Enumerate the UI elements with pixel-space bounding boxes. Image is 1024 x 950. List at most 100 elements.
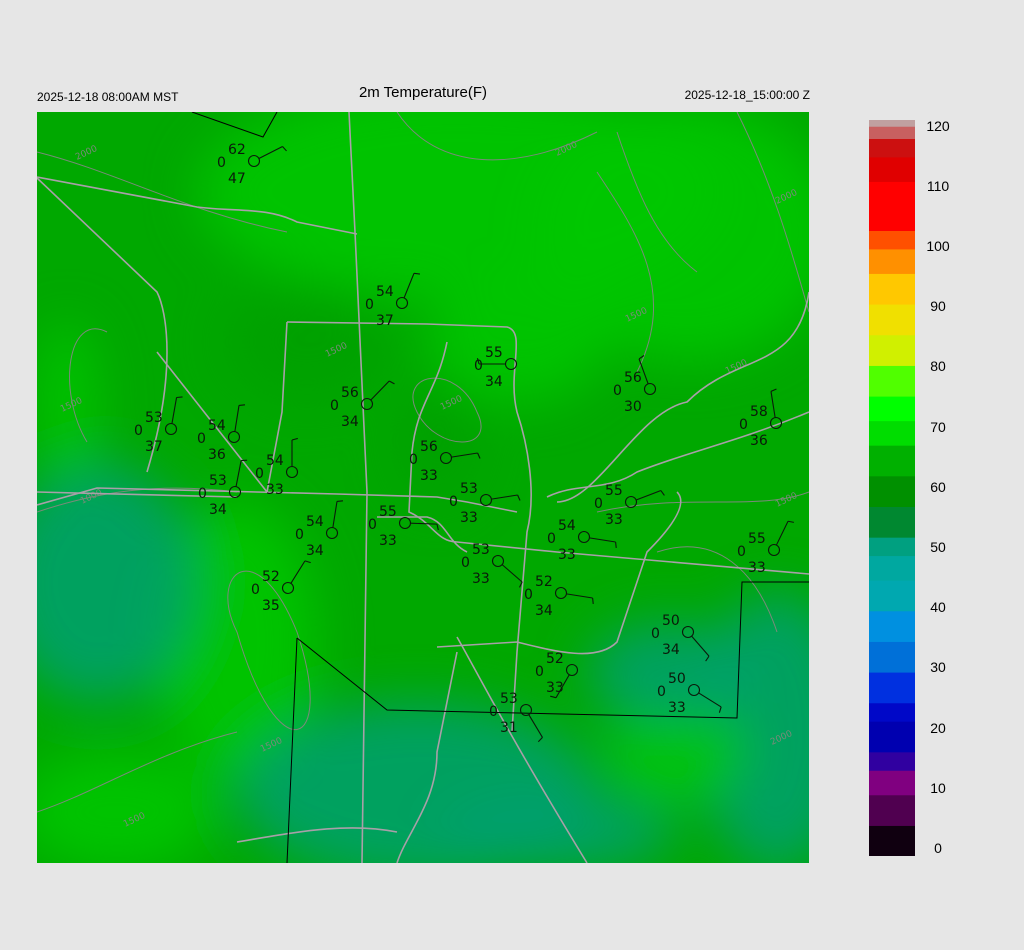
colorbar-band	[869, 696, 915, 704]
colorbar-band	[869, 475, 915, 483]
colorbar-band	[869, 469, 915, 477]
colorbar-band	[869, 212, 915, 219]
colorbar-band	[869, 150, 915, 158]
colorbar-band	[869, 175, 915, 182]
colorbar-band	[869, 622, 915, 630]
colorbar-band	[869, 530, 915, 538]
colorbar-band	[869, 714, 915, 722]
station-circle-icon	[565, 663, 579, 677]
colorbar-band	[869, 500, 915, 507]
wind-barb-icon	[258, 145, 283, 159]
road	[348, 112, 368, 863]
wind-barb-flag-icon	[176, 396, 183, 399]
colorbar-band	[869, 702, 915, 710]
road	[37, 487, 518, 513]
station-dewpoint: 33	[668, 700, 686, 716]
wind-barb-flag-icon	[238, 404, 246, 406]
colorbar-band	[869, 481, 915, 489]
road	[408, 341, 809, 575]
colorbar-band	[869, 843, 915, 851]
colorbar-band	[869, 825, 915, 833]
station-sky-cover: 0	[524, 587, 533, 603]
station-temperature: 52	[262, 569, 280, 585]
station-dewpoint: 30	[624, 399, 642, 415]
station-dewpoint: 34	[535, 603, 553, 619]
colorbar-band	[869, 273, 915, 281]
colorbar-band	[869, 187, 915, 195]
wind-barb-icon	[638, 358, 649, 385]
colorbar-tick-label: 70	[930, 418, 946, 435]
colorbar-band	[869, 586, 915, 593]
colorbar-band	[869, 806, 915, 814]
station-temperature: 58	[750, 404, 768, 420]
colorbar-band	[869, 494, 915, 501]
station-temperature: 62	[228, 142, 246, 158]
temperature-region	[37, 462, 197, 702]
station-dewpoint: 33	[472, 571, 490, 587]
colorbar-band	[869, 690, 915, 698]
station-sky-cover: 0	[594, 496, 603, 512]
wind-barb-flag-icon	[638, 355, 645, 360]
colorbar-band	[869, 524, 915, 532]
road	[37, 491, 238, 498]
station-sky-cover: 0	[330, 398, 339, 414]
colorbar-band	[869, 733, 915, 741]
colorbar-band	[869, 580, 915, 587]
station-circle-icon	[769, 416, 783, 430]
colorbar-band	[869, 199, 915, 207]
colorbar-band	[869, 684, 915, 691]
colorbar-band	[869, 224, 915, 231]
colorbar-band	[869, 328, 915, 336]
colorbar-band	[869, 304, 915, 311]
wind-barb-icon	[775, 520, 789, 546]
colorbar-band	[869, 647, 915, 655]
colorbar-band	[869, 751, 915, 759]
colorbar-band	[869, 782, 915, 790]
wind-barb-flag-icon	[615, 541, 617, 549]
colorbar-band	[869, 285, 915, 293]
station-temperature: 55	[748, 531, 766, 547]
wind-barb-flag-icon	[537, 737, 543, 743]
station-temperature: 56	[624, 370, 642, 386]
colorbar-band	[869, 316, 915, 323]
temperature-region	[537, 112, 809, 362]
station-circle-icon	[360, 397, 374, 411]
wind-barb-flag-icon	[476, 358, 480, 365]
elevation-contour	[656, 546, 778, 633]
elevation-contour	[596, 171, 655, 373]
station-sky-cover: 0	[198, 486, 207, 502]
station-dewpoint: 33	[420, 468, 438, 484]
colorbar-band	[869, 659, 915, 667]
wind-barb-flag-icon	[592, 597, 594, 605]
colorbar-band	[869, 297, 915, 305]
colorbar-band	[869, 788, 915, 796]
colorbar-band	[869, 420, 915, 428]
station-circle-icon	[479, 493, 493, 507]
station-temperature: 50	[662, 613, 680, 629]
station-sky-cover: 0	[657, 684, 666, 700]
